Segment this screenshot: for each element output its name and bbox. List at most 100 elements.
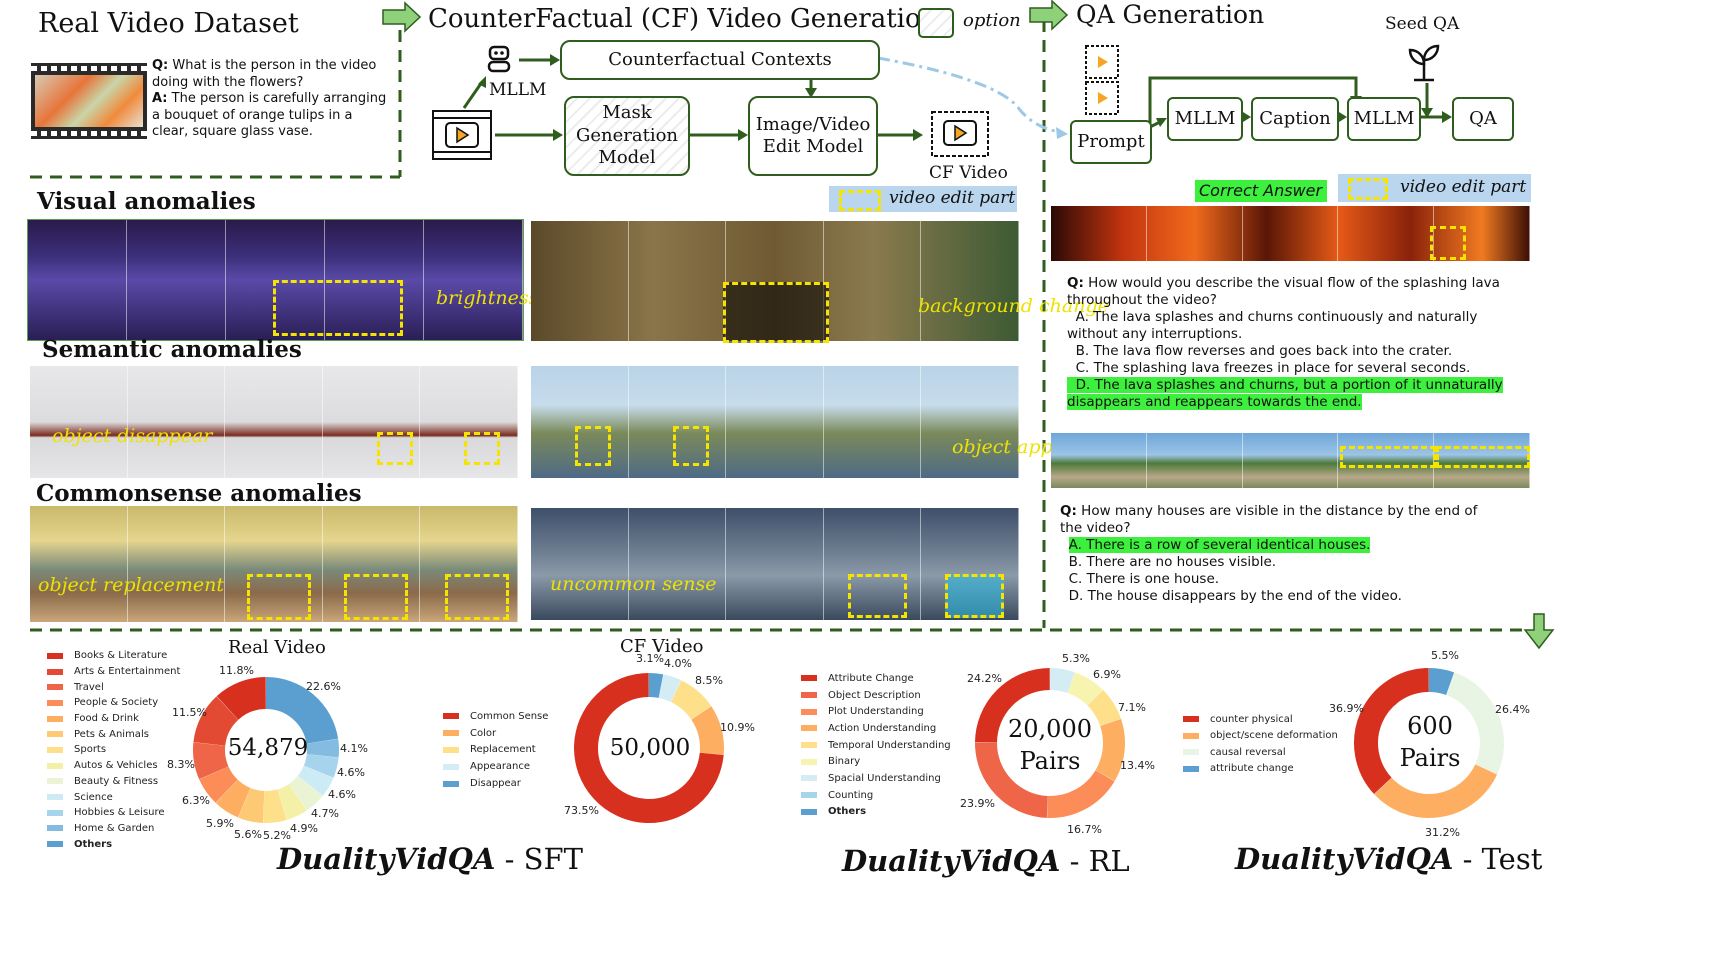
prompt-video-frames-icon [1084, 44, 1120, 116]
chart-legend-real: Books & Literature Arts & Entertainment … [47, 648, 180, 852]
legend-item: Books & Literature [74, 650, 168, 662]
donut-slice [574, 673, 724, 823]
edit-box [247, 574, 311, 620]
q-label: Q: [1067, 275, 1084, 291]
qa-mllm-box-2: MLLM [1347, 97, 1421, 141]
legend-item: Plot Understanding [828, 706, 924, 718]
video-edit-part-label: video edit part [889, 188, 1016, 208]
chart-legend-cf: Common Sense Color Replacement Appearanc… [443, 708, 548, 792]
commonsense-anomaly-strip-2 [531, 508, 1019, 620]
legend-item: People & Society [74, 697, 159, 709]
pct-label: 4.7% [311, 807, 339, 820]
q-label: Q: [152, 58, 169, 73]
example2-question: How many houses are visible in the dista… [1060, 503, 1478, 536]
edit-box [464, 432, 500, 465]
pct-label: 16.7% [1067, 823, 1102, 836]
donut-slice [691, 706, 724, 755]
road-video-strip [1051, 433, 1530, 488]
object-replacement-label: object replacement [38, 574, 224, 596]
legend-item: Science [74, 791, 113, 803]
pct-label: 23.9% [960, 797, 995, 810]
example1-option-a: A. The lava splashes and churns continuo… [1067, 309, 1478, 342]
pct-label: 8.3% [167, 758, 195, 771]
sft-title: DualityVidQA - SFT [277, 842, 583, 876]
legend-item: object/scene deformation [1210, 730, 1338, 742]
edit-box [1340, 446, 1436, 468]
q-label: Q: [1060, 503, 1077, 519]
donut-slice [975, 742, 1049, 818]
donut-slice [297, 765, 334, 796]
pct-label: 6.9% [1093, 668, 1121, 681]
robot-icon [484, 44, 514, 74]
example1-option-d: D. The lava splashes and churns, but a p… [1067, 377, 1503, 410]
real-video-answer: The person is carefully arranging a bouq… [152, 91, 387, 139]
cf-video-icon [930, 110, 990, 158]
legend-item: Common Sense [470, 710, 549, 722]
legend-item: Counting [828, 789, 874, 801]
caption-box: Caption [1251, 97, 1339, 141]
edit-box [723, 282, 829, 343]
legend-item: Pets & Animals [74, 728, 149, 740]
donut-slice [1374, 763, 1498, 818]
donut-slice [199, 765, 239, 803]
example1-option-b: B. The lava flow reverses and goes back … [1075, 343, 1453, 359]
legend-item: attribute change [1210, 763, 1294, 775]
donut-slice [670, 680, 712, 720]
legend-item: Others [74, 838, 113, 850]
seed-qa-label: Seed QA [1385, 14, 1460, 34]
cf-video-chart-title: CF Video [620, 636, 704, 657]
donut-slice [1047, 769, 1115, 818]
pct-label: 13.4% [1120, 759, 1155, 772]
commonsense-anomaly-strip-1 [30, 506, 518, 622]
legend-item: Home & Garden [74, 822, 155, 834]
donut-slice [1087, 690, 1121, 727]
qa-video-edit-part-label: video edit part [1400, 177, 1527, 197]
example2-option-d: D. The house disappears by the end of th… [1068, 588, 1402, 604]
qa-generation-title: QA Generation [1076, 0, 1265, 29]
chart-legend-rl: Attribute Change Object Description Plot… [801, 670, 951, 820]
pct-label: 7.1% [1118, 701, 1146, 714]
pct-label: 10.9% [720, 721, 755, 734]
cf-mllm-label: MLLM [489, 80, 547, 100]
edit-box [377, 432, 413, 465]
qa-mllm-box-1: MLLM [1167, 97, 1243, 141]
legend-item: Hobbies & Leisure [74, 807, 165, 819]
pct-label: 31.2% [1425, 826, 1460, 839]
real-video-title: Real Video Dataset [38, 8, 299, 39]
donut-slice [1428, 668, 1455, 696]
legend-item: causal reversal [1210, 746, 1286, 758]
test-total: 600 Pairs [1399, 712, 1461, 772]
legend-item: Object Description [828, 689, 921, 701]
legend-item: Food & Drink [74, 713, 139, 725]
pct-label: 4.0% [664, 657, 692, 670]
pct-label: 4.6% [337, 766, 365, 779]
edit-box [1430, 226, 1466, 260]
pct-label: 4.1% [340, 742, 368, 755]
pct-label: 73.5% [564, 804, 599, 817]
qa-example-1: Q: How would you describe the visual flo… [1067, 275, 1515, 411]
pct-label: 8.5% [695, 674, 723, 687]
uncommon-sense-label: uncommon sense [550, 573, 717, 595]
rl-title-name: DualityVidQA [842, 844, 1061, 878]
donut-slice [658, 674, 682, 703]
option-legend-label: option [963, 10, 1021, 31]
donut-slice [238, 787, 266, 823]
edit-box [575, 426, 611, 466]
donut-slice [265, 677, 339, 745]
commonsense-anomalies-title: Commonsense anomalies [36, 480, 362, 507]
pct-label: 6.3% [182, 794, 210, 807]
pct-label: 4.9% [290, 822, 318, 835]
test-title-split: - Test [1453, 842, 1543, 876]
visual-anomalies-title: Visual anomalies [37, 188, 256, 215]
donut-slice [193, 742, 229, 780]
edit-box [1436, 446, 1530, 468]
prompt-box: Prompt [1070, 120, 1152, 164]
legend-item: Replacement [470, 744, 536, 756]
legend-item: Attribute Change [828, 672, 914, 684]
a-label: A: [152, 91, 168, 106]
test-title: DualityVidQA - Test [1235, 842, 1542, 876]
legend-item: Spacial Understanding [828, 772, 941, 784]
example2-option-c: C. There is one house. [1068, 571, 1220, 587]
correct-answer-legend: Correct Answer [1195, 180, 1327, 202]
